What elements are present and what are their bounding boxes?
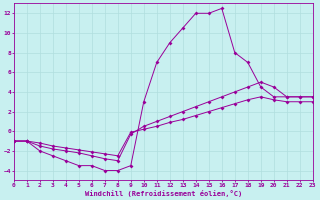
- X-axis label: Windchill (Refroidissement éolien,°C): Windchill (Refroidissement éolien,°C): [84, 190, 242, 197]
